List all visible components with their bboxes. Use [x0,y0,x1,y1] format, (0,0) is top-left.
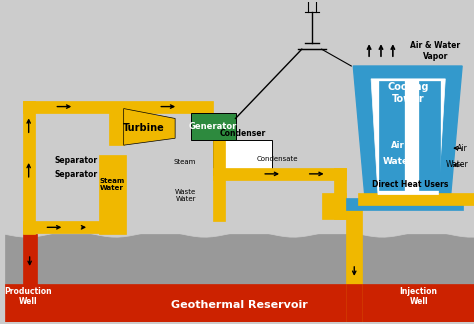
Bar [191,112,236,140]
Text: Condenser: Condenser [219,129,265,138]
Text: Production
Well: Production Well [4,287,52,306]
Text: Air & Water
Vapor: Air & Water Vapor [410,41,460,61]
Bar [23,101,35,234]
Bar [213,140,225,221]
Polygon shape [371,79,445,195]
Text: Steam
Water: Steam Water [99,178,124,191]
Text: Separator: Separator [55,156,98,165]
Bar [99,155,126,234]
Bar [109,109,124,145]
Text: Turbine: Turbine [123,123,164,133]
Bar [346,198,463,210]
Bar [346,200,362,322]
Text: Generator: Generator [189,122,237,131]
Bar [5,284,474,322]
Bar [358,193,474,204]
Bar [419,81,440,190]
Text: Air: Air [391,141,405,150]
Text: Steam: Steam [173,159,196,165]
Text: Water: Water [383,157,413,167]
Text: Injection
Well: Injection Well [400,287,438,306]
Polygon shape [5,219,474,237]
Bar [23,101,213,112]
Bar [335,168,346,219]
Bar [23,221,99,233]
Bar [321,193,346,219]
Polygon shape [353,66,462,200]
Text: Condensate: Condensate [256,156,298,162]
Bar [213,112,225,140]
Text: Air: Air [457,144,468,153]
Text: Separator: Separator [55,170,98,179]
Text: Direct Heat Users: Direct Heat Users [373,180,449,189]
Bar [346,284,362,322]
Bar [5,234,474,289]
Bar [23,234,36,322]
Text: Water: Water [445,160,468,169]
Bar [379,81,404,190]
Text: Cooling
Tower: Cooling Tower [388,82,429,104]
Polygon shape [124,109,175,145]
Bar [213,140,272,175]
Bar [213,168,346,180]
Text: Waste
Water: Waste Water [174,189,196,202]
Text: Geothermal Reservoir: Geothermal Reservoir [171,299,308,309]
